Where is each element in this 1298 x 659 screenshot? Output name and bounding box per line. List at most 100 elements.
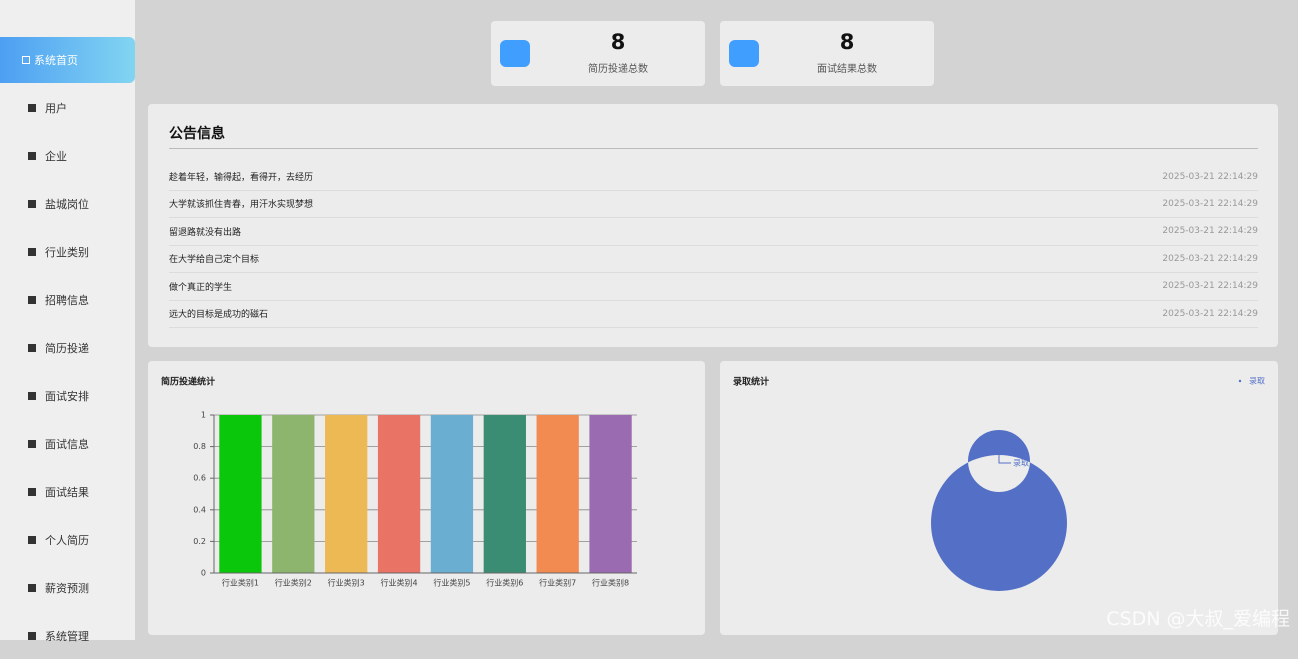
y-tick-label: 1 bbox=[201, 411, 206, 420]
chart-title: 录取统计 bbox=[733, 376, 769, 388]
notice-text: 留退路就没有出路 bbox=[169, 227, 242, 238]
stat-value: 8 bbox=[839, 30, 855, 54]
notice-date: 2025-03-21 22:14:29 bbox=[1162, 198, 1258, 209]
nav-label: 薪资预测 bbox=[45, 582, 89, 595]
nav-icon bbox=[28, 488, 36, 496]
nav-label: 个人简历 bbox=[45, 534, 89, 547]
nav-icon bbox=[28, 632, 36, 640]
stat-card: 8 面试结果总数 bbox=[720, 21, 934, 86]
x-tick-label: 行业类别5 bbox=[433, 578, 470, 588]
nav-icon bbox=[22, 56, 30, 64]
stat-card: 8 简历投递总数 bbox=[491, 21, 705, 86]
nav-item[interactable]: 系统管理 bbox=[0, 613, 135, 659]
bar-panel: 简历投递统计 0 0.2 0.4 0.6 0.8 1 行业类别1 行业类别2 行业类别3 行业类别4… bbox=[148, 361, 705, 635]
notice-date: 2025-03-21 22:14:29 bbox=[1162, 308, 1258, 319]
nav-label: 盐城岗位 bbox=[45, 198, 89, 211]
bar bbox=[219, 415, 262, 573]
nav-item[interactable]: 用户 bbox=[0, 85, 135, 131]
y-tick-label: 0.2 bbox=[193, 537, 206, 546]
nav-icon bbox=[28, 200, 36, 208]
nav-item[interactable]: 简历投递 bbox=[0, 325, 135, 371]
notice-row[interactable]: 做个真正的学生 2025-03-21 22:14:29 bbox=[169, 273, 1258, 301]
x-tick-label: 行业类别7 bbox=[539, 578, 576, 588]
sidebar: 系统首页用户企业盐城岗位行业类别招聘信息简历投递面试安排面试信息面试结果个人简历… bbox=[0, 0, 135, 643]
y-tick-label: 0.8 bbox=[193, 442, 206, 451]
notice-date: 2025-03-21 22:14:29 bbox=[1162, 226, 1258, 237]
nav-icon bbox=[28, 536, 36, 544]
slice-label: 录取 bbox=[1013, 459, 1029, 468]
y-tick-label: 0.6 bbox=[193, 474, 206, 483]
bar bbox=[536, 415, 579, 573]
nav-item[interactable]: 面试信息 bbox=[0, 421, 135, 467]
nav-label: 企业 bbox=[45, 150, 67, 163]
stat-icon bbox=[500, 40, 530, 67]
y-tick-label: 0.4 bbox=[193, 505, 206, 514]
notice-row[interactable]: 大学就该抓住青春，用汗水实现梦想 2025-03-21 22:14:29 bbox=[169, 190, 1258, 219]
x-tick-label: 行业类别6 bbox=[486, 578, 523, 588]
x-tick-label: 行业类别3 bbox=[328, 578, 365, 588]
nav-label: 面试安排 bbox=[45, 390, 89, 403]
bar bbox=[377, 415, 421, 573]
divider bbox=[169, 148, 1258, 149]
nav-label: 用户 bbox=[45, 102, 67, 115]
bar bbox=[589, 415, 632, 573]
notice-panel: 公告信息 趁着年轻，输得起，看得开，去经历 2025-03-21 22:14:29… bbox=[148, 104, 1278, 347]
page: 系统首页用户企业盐城岗位行业类别招聘信息简历投递面试安排面试信息面试结果个人简历… bbox=[0, 0, 1290, 643]
legend-swatch bbox=[1238, 379, 1242, 383]
nav-label: 系统管理 bbox=[45, 630, 89, 643]
notice-row[interactable]: 远大的目标是成功的磁石 2025-03-21 22:14:29 bbox=[169, 300, 1258, 328]
notice-text: 远大的目标是成功的磁石 bbox=[169, 310, 269, 320]
x-tick-label: 行业类别4 bbox=[381, 578, 418, 588]
nav-item[interactable]: 盐城岗位 bbox=[0, 181, 135, 227]
nav-icon bbox=[28, 104, 36, 112]
leader-line bbox=[998, 455, 1011, 464]
notice-row[interactable]: 留退路就没有出路 2025-03-21 22:14:29 bbox=[169, 218, 1258, 246]
notice-row[interactable]: 趁着年轻，输得起，看得开，去经历 2025-03-21 22:14:29 bbox=[169, 163, 1258, 191]
x-tick-label: 行业类别8 bbox=[592, 578, 629, 588]
x-tick-label: 行业类别2 bbox=[275, 578, 312, 588]
bar bbox=[430, 415, 474, 573]
notice-text: 在大学给自己定个目标 bbox=[169, 255, 260, 266]
nav-item[interactable]: 个人简历 bbox=[0, 517, 135, 563]
nav-item[interactable]: 薪资预测 bbox=[0, 565, 135, 611]
nav-item[interactable]: 行业类别 bbox=[0, 229, 135, 275]
notice-text: 大学就该抓住青春，用汗水实现梦想 bbox=[169, 200, 314, 211]
notice-text: 做个真正的学生 bbox=[169, 282, 233, 293]
nav-icon bbox=[28, 584, 36, 592]
nav-label: 面试信息 bbox=[45, 438, 89, 451]
nav-icon bbox=[28, 392, 36, 400]
nav-icon bbox=[28, 344, 36, 352]
bar bbox=[325, 415, 368, 573]
notice-text: 趁着年轻，输得起，看得开，去经历 bbox=[169, 173, 314, 183]
nav-item[interactable]: 企业 bbox=[0, 133, 135, 179]
watermark: CSDN @大叔_爱编程 bbox=[1106, 608, 1290, 630]
notice-date: 2025-03-21 22:14:29 bbox=[1162, 281, 1258, 292]
nav-icon bbox=[28, 296, 36, 304]
stat-value: 8 bbox=[610, 30, 626, 54]
nav-icon bbox=[28, 248, 36, 256]
x-tick-label: 行业类别1 bbox=[222, 578, 259, 588]
legend-label: 录取 bbox=[1249, 377, 1265, 386]
stat-label: 面试结果总数 bbox=[817, 64, 877, 75]
nav-label: 简历投递 bbox=[45, 342, 89, 355]
nav-label: 招聘信息 bbox=[45, 294, 89, 307]
nav-label: 面试结果 bbox=[45, 486, 89, 499]
stat-label: 简历投递总数 bbox=[588, 64, 648, 75]
nav-item[interactable]: 面试安排 bbox=[0, 373, 135, 419]
notice-row[interactable]: 在大学给自己定个目标 2025-03-21 22:14:29 bbox=[169, 245, 1258, 274]
nav-item[interactable]: 系统首页 bbox=[0, 37, 135, 83]
bar-chart: 简历投递统计 0 0.2 0.4 0.6 0.8 1 行业类别1 行业类别2 行业类别3 行业类别4… bbox=[161, 376, 637, 588]
nav-label: 系统首页 bbox=[34, 54, 78, 67]
stat-icon bbox=[729, 40, 759, 67]
pie-slice bbox=[930, 430, 1067, 591]
nav-icon bbox=[28, 440, 36, 448]
nav-item[interactable]: 面试结果 bbox=[0, 469, 135, 515]
notice-title: 公告信息 bbox=[169, 126, 225, 142]
nav-label: 行业类别 bbox=[45, 246, 89, 259]
chart-title: 简历投递统计 bbox=[161, 376, 215, 388]
nav-icon bbox=[28, 152, 36, 160]
bar bbox=[272, 415, 315, 573]
nav-item[interactable]: 招聘信息 bbox=[0, 277, 135, 323]
bar bbox=[483, 415, 526, 573]
